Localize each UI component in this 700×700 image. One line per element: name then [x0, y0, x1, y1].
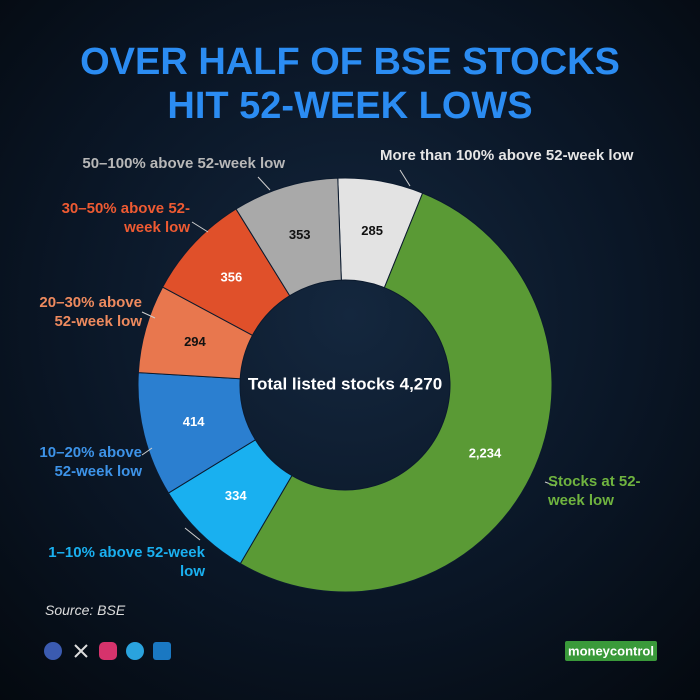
- value-label: 353: [289, 227, 311, 242]
- category-label: 20–30% above 52-week low: [39, 294, 142, 330]
- value-label: 2,234: [469, 445, 502, 460]
- category-label: 10–20% above 52-week low: [39, 444, 142, 480]
- category-label: 30–50% above 52-week low: [61, 200, 190, 236]
- social-icons: [44, 642, 171, 660]
- value-label: 334: [225, 488, 247, 503]
- category-label: 50–100% above 52-week low: [82, 155, 285, 172]
- value-label: 285: [361, 223, 383, 238]
- segment: [239, 192, 553, 593]
- donut: [137, 177, 553, 593]
- title-line: OVER HALF OF BSE STOCKS: [80, 41, 620, 83]
- category-label: 1–10% above 52-week low: [48, 544, 205, 580]
- category-label: Stocks at 52-week low: [548, 473, 641, 509]
- source: Source: BSE: [45, 602, 126, 618]
- value-label: 414: [183, 414, 205, 429]
- value-label: 356: [220, 270, 242, 285]
- category-label: More than 100% above 52-week low: [380, 147, 634, 164]
- brand: moneycontrol: [568, 643, 654, 658]
- title-line: HIT 52-WEEK LOWS: [167, 85, 533, 127]
- segment: [235, 177, 342, 297]
- center-label: Total listed stocks 4,270: [248, 374, 442, 393]
- title: OVER HALF OF BSE STOCKS HIT 52-WEEK LOWS: [0, 40, 700, 128]
- brand-box: [565, 641, 657, 661]
- value-label: 294: [184, 334, 206, 349]
- leader-lines: [141, 169, 557, 541]
